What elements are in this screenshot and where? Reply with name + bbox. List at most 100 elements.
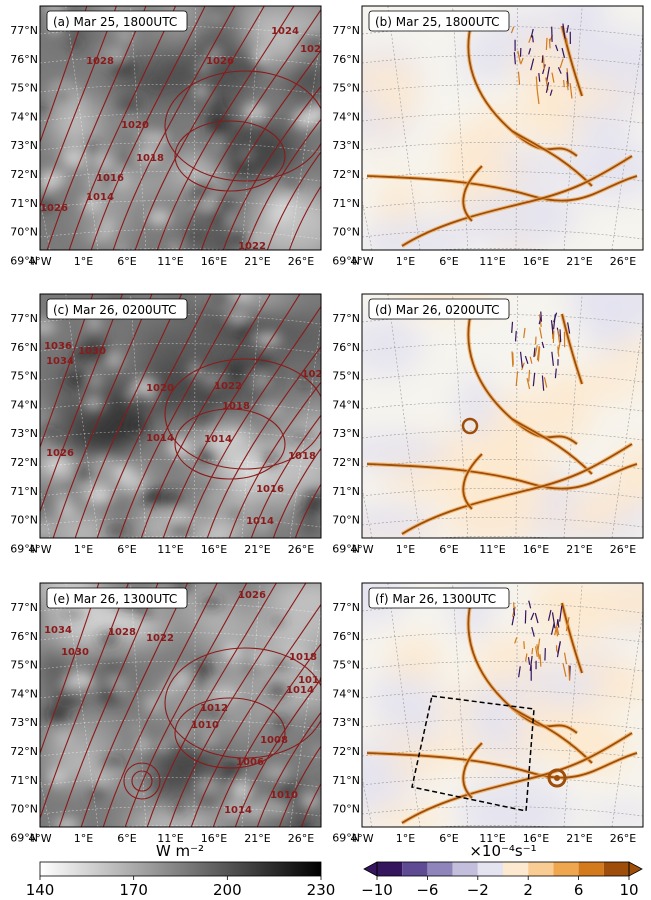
flux-speckle (185, 230, 205, 240)
vorticity-streak (517, 71, 521, 85)
latitude-label: 74°N (332, 398, 360, 411)
vorticity-region (373, 85, 417, 124)
vorticity-streak (517, 50, 522, 64)
isobar-contour (222, 85, 321, 250)
latitude-gridline (362, 777, 643, 788)
vorticity-streak (536, 644, 540, 660)
colorbar-right-tick-label: 2 (523, 881, 533, 899)
vorticity-region (516, 35, 576, 96)
vorticity-streak (528, 369, 531, 382)
latitude-label: 77°N (332, 24, 360, 37)
latitude-label: 70°N (10, 803, 38, 816)
latitude-gridline (40, 142, 321, 153)
latitude-label: 75°N (10, 659, 38, 672)
flux-speckle (151, 80, 166, 87)
vorticity-streak (513, 52, 516, 65)
longitude-gridline (289, 319, 321, 538)
flux-speckle (157, 738, 170, 753)
vortex (461, 417, 479, 435)
panel-label-box (46, 587, 188, 609)
flux-speckle (199, 598, 223, 608)
longitude-label: 16°E (523, 255, 549, 268)
flux-speckle (97, 172, 121, 183)
vorticity-streak (539, 327, 543, 339)
vorticity-streak (534, 345, 538, 357)
flux-speckle (283, 639, 309, 651)
vorticity-filament-core (401, 732, 633, 824)
vorticity-streak (530, 28, 534, 38)
flux-speckle (173, 669, 189, 688)
longitude-gridline (193, 294, 196, 538)
isobar-contour (123, 762, 161, 800)
isobar-label: 1016 (256, 484, 284, 495)
longitude-label: 1°E (74, 255, 93, 268)
flux-speckle (48, 769, 67, 785)
isobar-contour (278, 745, 321, 827)
latitude-label: 73°N (10, 716, 38, 729)
latitude-gridline (40, 632, 321, 643)
latitude-label: 70°N (332, 514, 360, 527)
latitude-gridline (40, 488, 321, 499)
latitude-gridline (40, 661, 321, 672)
colorbar-left-tick-label: 200 (213, 881, 242, 899)
longitude-gridline (40, 198, 51, 250)
vorticity-filament-core (561, 313, 583, 385)
isobar-label: 1020 (146, 383, 174, 394)
isobar-contour (174, 120, 286, 192)
vorticity-streak (557, 641, 561, 654)
latitude-gridline (429, 536, 560, 538)
isobar-label: 1024 (271, 26, 299, 37)
longitude-label: 1°E (396, 832, 415, 845)
colorbar-right: ×10⁻⁴s⁻¹ −10 −6 −2 2 6 10 (361, 842, 643, 899)
vorticity-streak (550, 320, 554, 335)
isobar-contour (124, 583, 248, 827)
isobar-contour (90, 6, 206, 250)
longitude-label: 6°E (117, 255, 136, 268)
isobar-contour (228, 381, 321, 538)
longitude-label: 21°E (244, 832, 270, 845)
vorticity-streak (513, 608, 516, 616)
latitude-label: 73°N (332, 427, 360, 440)
flux-speckle (187, 193, 212, 201)
vorticity-region (362, 314, 423, 378)
vorticity-streak (534, 612, 539, 624)
flux-speckle (58, 505, 76, 516)
flux-speckle (44, 706, 71, 722)
flux-speckle (136, 738, 151, 752)
latitude-label: 74°N (332, 687, 360, 700)
vorticity-streak (562, 79, 565, 88)
longitude-gridline (387, 294, 421, 538)
latitude-gridline (40, 401, 321, 412)
isobar-label: 1026 (238, 590, 266, 601)
longitude-gridline (241, 583, 261, 827)
isobar-contour (162, 294, 301, 538)
longitude-label: 26°E (288, 543, 314, 556)
flux-speckle (60, 484, 77, 493)
latitude-gridline (362, 229, 643, 240)
isobar-label: 1022 (214, 381, 242, 392)
vorticity-region (580, 294, 643, 344)
isobar-contour (266, 151, 321, 250)
latitude-gridline (362, 142, 643, 153)
colorbar-segment (427, 862, 453, 876)
flux-speckle (83, 398, 104, 409)
flux-speckle (191, 212, 206, 227)
isobar-contour (131, 770, 153, 792)
latitude-label: 73°N (10, 139, 38, 152)
vorticity-streak (565, 38, 568, 45)
flux-speckle (203, 198, 216, 206)
panel-label: (d) Mar 26, 0200UTC (368, 298, 510, 320)
flux-speckle (263, 765, 291, 780)
flux-speckle (141, 488, 166, 504)
map-panel: (b) Mar 25, 1800UTC 77°N 76°N 75°N 74°N 73°N 7… (332, 5, 644, 268)
longitude-label: 11°E (479, 832, 505, 845)
latitude-label: 69°N (332, 254, 360, 267)
isobar-label: 1018 (288, 451, 316, 462)
latitude-gridline (362, 401, 643, 412)
latitude-label: 77°N (10, 312, 38, 325)
longitude-gridline (563, 6, 583, 250)
latitude-gridline (40, 84, 321, 95)
panel-label-box (368, 587, 510, 609)
flux-speckle (40, 522, 54, 537)
